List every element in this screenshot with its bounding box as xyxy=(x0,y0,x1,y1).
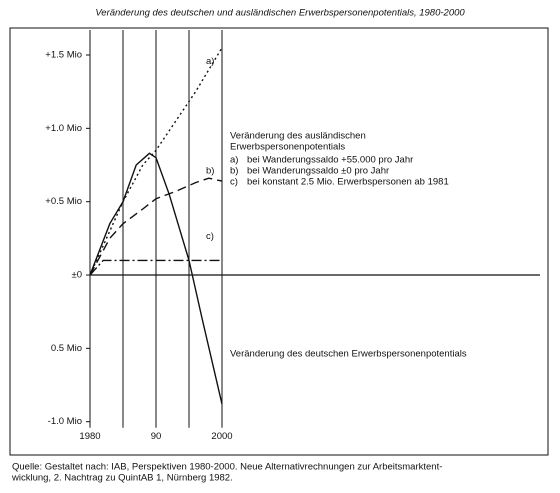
series-end-label: b) xyxy=(206,166,214,177)
y-tick-label: ±0 xyxy=(72,270,83,281)
x-tick-label: 1980 xyxy=(79,431,100,442)
y-tick-label: 0.5 Mio xyxy=(51,343,82,354)
series-end-label: a) xyxy=(206,56,214,67)
y-tick-label: +1.5 Mio xyxy=(45,50,82,61)
series-line xyxy=(89,259,222,276)
legend-label: bei konstant 2.5 Mio. Erwerbspersonen ab… xyxy=(247,177,449,188)
legend-label: bei Wanderungssaldo +55.000 pro Jahr xyxy=(247,155,413,166)
source: wicklung, 2. Nachtrag zu QuintAB 1, Nürn… xyxy=(11,473,233,484)
legend-title: Erwerbspersonenpotentials xyxy=(230,142,345,153)
x-tick-label: 90 xyxy=(151,431,162,442)
series-label: Veränderung des deutschen Erwerbspersone… xyxy=(230,349,467,360)
series-line xyxy=(89,47,223,276)
legend-marker: a) xyxy=(230,155,238,166)
series-line xyxy=(89,152,223,405)
y-tick-label: +0.5 Mio xyxy=(45,196,82,207)
series-line xyxy=(89,177,223,276)
series-end-label: c) xyxy=(206,231,214,242)
y-tick-label: +1.0 Mio xyxy=(45,123,82,134)
frame xyxy=(9,27,549,456)
legend-title: Veränderung des ausländischen xyxy=(230,131,366,142)
y-tick-label: -1.0 Mio xyxy=(48,416,82,427)
x-tick-label: 2000 xyxy=(211,431,232,442)
legend-label: bei Wanderungssaldo ±0 pro Jahr xyxy=(247,166,389,177)
chart-title: Veränderung des deutschen und ausländisc… xyxy=(95,8,465,19)
legend-marker: b) xyxy=(230,166,238,177)
source: Quelle: Gestaltet nach: IAB, Perspektive… xyxy=(12,462,442,473)
legend-marker: c) xyxy=(230,177,238,188)
